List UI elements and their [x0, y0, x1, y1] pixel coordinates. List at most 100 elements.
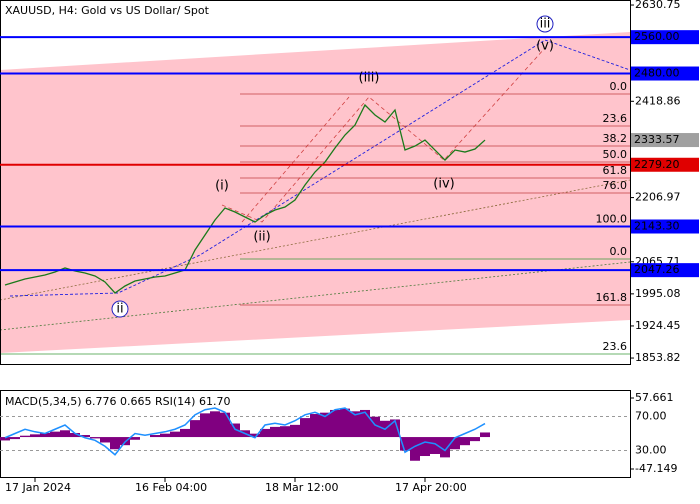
main-panel: 0.0 23.6 38.2 50.0 61.8 76.0 100.0 0.0 161.8 23.6 [0, 80, 630, 355]
macd-bar [20, 435, 30, 438]
fib-label: 23.6 [603, 340, 628, 353]
macd-bar [230, 423, 240, 438]
macd-bar [130, 437, 140, 440]
macd-bar [60, 430, 70, 438]
macd-bar [50, 431, 60, 438]
macd-bar [190, 420, 200, 438]
macd-bar [210, 411, 220, 438]
macd-bar [360, 409, 370, 438]
wave-label: ii [116, 302, 123, 317]
y2-tick-label: 30.00 [635, 444, 667, 457]
y-tick-label: 57.661 [635, 391, 674, 404]
macd-bar [290, 424, 300, 438]
macd-bar [180, 428, 190, 438]
level-label-box [631, 219, 699, 234]
wave-label: (v) [536, 39, 554, 54]
y-tick-label: 2630.75 [635, 0, 681, 11]
macd-bar [160, 433, 170, 438]
trend-line [0, 179, 631, 301]
level-label-box [631, 263, 699, 278]
macd-bar [170, 431, 180, 438]
main-frame [0, 0, 631, 365]
chart-title: XAUUSD, H4: Gold vs US Dollar/ Spot [5, 4, 210, 17]
macd-bar [150, 435, 160, 438]
y-tick-label: 2206.97 [635, 191, 681, 204]
macd-bar [260, 428, 270, 438]
fib-label: 0.0 [610, 245, 628, 258]
wave-circle [111, 300, 129, 318]
indicator-frame [0, 390, 631, 478]
y-tick-label: 1853.82 [635, 351, 681, 364]
x-tick-label: 17 Apr 20:00 [395, 481, 467, 494]
macd-bar [250, 433, 260, 438]
wave-line [221, 47, 546, 223]
macd-bar [80, 435, 90, 438]
macd-bar [350, 411, 360, 438]
fib-label: 100.0 [596, 212, 628, 225]
fib-label: 161.8 [596, 291, 628, 304]
macd-bar [200, 413, 210, 438]
indicator-title: MACD(5,34,5) 6.776 0.665 RSI(14) 61.70 [5, 395, 230, 408]
level-label-box [631, 30, 699, 45]
fib-label: 0.0 [610, 80, 628, 93]
wave-label: (iii) [359, 71, 380, 86]
macd-bar [320, 412, 330, 438]
rsi-line [4, 407, 486, 456]
wave-label: (i) [215, 179, 229, 194]
fib-label: 23.6 [603, 112, 628, 125]
price-label-box [631, 133, 699, 148]
macd-bar [390, 419, 400, 438]
y-tick-label: 1995.08 [635, 287, 681, 300]
macd-bar [100, 437, 110, 443]
fib-label: 76.0 [603, 179, 628, 192]
level-label: 2480.00 [634, 67, 680, 80]
wave-line [9, 39, 631, 297]
wave-circle [536, 15, 554, 33]
macd-bar [90, 437, 100, 439]
y2-tick-label: 70.00 [635, 410, 667, 423]
macd-bar [430, 437, 440, 454]
level-label: 2143.30 [634, 220, 680, 233]
wave-label: iii [540, 16, 551, 31]
macd-bar [280, 426, 290, 438]
macd-bar [300, 418, 310, 438]
wave-label: (iv) [433, 177, 454, 192]
macd-bar [270, 426, 280, 438]
macd-bar [70, 432, 80, 438]
level-label-box [631, 66, 699, 81]
macd-bar [10, 437, 20, 440]
x-tick-label: 18 Mar 12:00 [265, 481, 338, 494]
wave-label: (ii) [253, 230, 270, 245]
trend-channel [0, 32, 630, 353]
fib-label: 50.0 [603, 148, 628, 161]
fib-label: 61.8 [603, 164, 628, 177]
macd-bar [440, 437, 450, 458]
macd-bar [470, 437, 480, 442]
y-tick-label: 2418.86 [635, 94, 681, 107]
macd-bar [0, 437, 10, 441]
level-label-box [631, 157, 699, 172]
macd-bar [310, 414, 320, 438]
fib-label: 38.2 [603, 132, 628, 145]
macd-bar [460, 437, 470, 446]
macd-bar [220, 412, 230, 438]
level-label: 2047.26 [634, 263, 680, 276]
level-label: 2560.00 [634, 30, 680, 43]
macd-bar [40, 432, 50, 438]
macd-bar [400, 437, 410, 451]
macd-bar [480, 432, 490, 438]
price-label: 2333.57 [634, 133, 680, 146]
x-tick-label: 17 Jan 2024 [5, 481, 71, 494]
macd-bar [370, 416, 380, 438]
macd-bar [330, 409, 340, 438]
x-tick-label: 16 Feb 04:00 [135, 481, 207, 494]
y-tick-label: 1924.45 [635, 319, 681, 332]
level-label: 2279.20 [634, 158, 680, 171]
macd-bar [450, 437, 460, 450]
macd-bar [340, 408, 350, 438]
y-tick-label: -47.149 [635, 462, 677, 475]
macd-bar [30, 434, 40, 438]
macd-bar [410, 437, 420, 461]
macd-bar [420, 437, 430, 457]
